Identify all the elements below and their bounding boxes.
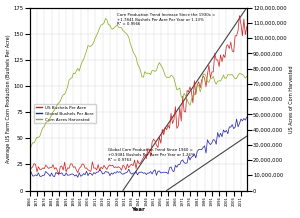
X-axis label: Year: Year	[131, 208, 145, 213]
Text: Global Corn Production Trend Since 1960 =
+0.9381 Bushels Per Acre Per Year or 1: Global Corn Production Trend Since 1960 …	[108, 148, 194, 162]
Text: Corn Production Trend Increase Since the 1930s =
+1.7841 Bushels Per Acre Per Ye: Corn Production Trend Increase Since the…	[116, 13, 215, 26]
Legend: US Bushels Per Acre, Global Bushels Per Acre, Corn Acres Harvested: US Bushels Per Acre, Global Bushels Per …	[34, 104, 95, 123]
Y-axis label: Average US Farm Corn Production (Bushels Per Acre): Average US Farm Corn Production (Bushels…	[6, 35, 10, 163]
Y-axis label: US Acres of Corn Harvested: US Acres of Corn Harvested	[290, 65, 294, 133]
